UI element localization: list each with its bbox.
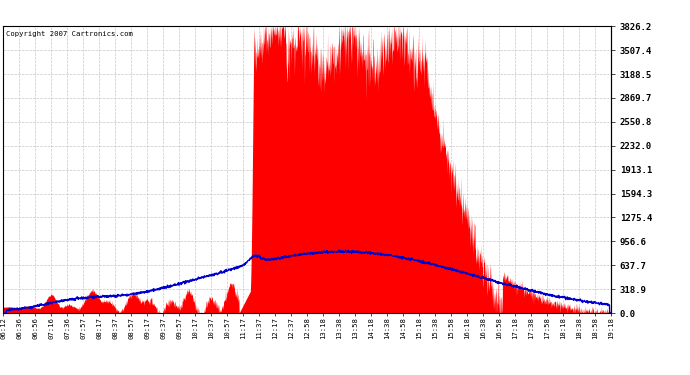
Text: Total PV Power (red) (watts) & Solar Radiation (blue) (W/m2) Tue Apr 17 19:36: Total PV Power (red) (watts) & Solar Rad… [104, 7, 586, 17]
Text: Copyright 2007 Cartronics.com: Copyright 2007 Cartronics.com [6, 30, 133, 36]
